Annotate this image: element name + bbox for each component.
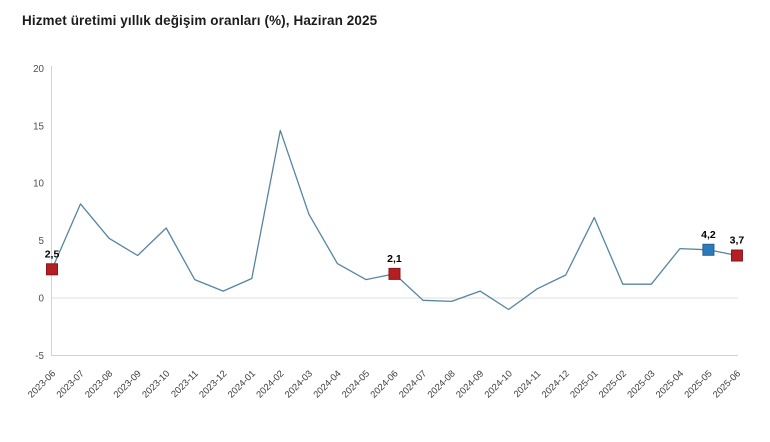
x-tick-label: 2023-09 xyxy=(111,368,143,400)
blue-square-marker xyxy=(702,243,715,256)
series-line xyxy=(51,129,738,311)
x-tick-label: 2023-11 xyxy=(168,368,200,400)
x-tick-label: 2024-07 xyxy=(396,368,428,400)
x-tick-label: 2024-06 xyxy=(368,368,400,400)
x-tick-label: 2024-01 xyxy=(225,368,257,400)
data-point-label: 2,5 xyxy=(45,248,60,260)
x-tick-label: 2024-02 xyxy=(254,368,286,400)
x-tick-label: 2024-03 xyxy=(282,368,314,400)
x-tick-label: 2024-05 xyxy=(339,368,371,400)
x-tick-label: 2024-11 xyxy=(511,368,543,400)
x-tick-label: 2023-06 xyxy=(25,368,57,400)
y-tick-label: 10 xyxy=(33,179,44,190)
x-tick-label: 2025-01 xyxy=(568,368,600,400)
data-point-label: 4,2 xyxy=(701,229,716,241)
y-tick-label: -5 xyxy=(35,351,44,362)
chart-title: Hizmet üretimi yıllık değişim oranları (… xyxy=(22,13,378,28)
red-square-marker xyxy=(730,249,743,262)
x-tick-label: 2024-08 xyxy=(425,368,457,400)
x-tick-label: 2025-05 xyxy=(682,368,714,400)
x-tick-label: 2024-12 xyxy=(539,368,571,400)
x-tick-label: 2024-10 xyxy=(482,368,514,400)
red-square-marker xyxy=(388,267,401,280)
x-tick-label: 2024-09 xyxy=(453,368,485,400)
x-tick-label: 2025-04 xyxy=(653,368,685,400)
x-tick-label: 2023-07 xyxy=(54,368,86,400)
x-tick-label: 2025-02 xyxy=(596,368,628,400)
red-square-marker xyxy=(46,263,58,276)
y-tick-label: 0 xyxy=(39,294,45,305)
data-point-label: 3,7 xyxy=(730,235,745,247)
x-tick-label: 2025-03 xyxy=(625,368,657,400)
data-point-label: 2,1 xyxy=(387,253,402,265)
x-tick-label: 2025-06 xyxy=(710,368,742,400)
x-tick-label: 2023-12 xyxy=(197,368,229,400)
y-tick-label: 15 xyxy=(33,121,44,132)
y-tick-label: 5 xyxy=(39,236,45,247)
x-tick-label: 2024-04 xyxy=(311,368,343,400)
y-tick-label: 20 xyxy=(33,64,44,75)
x-tick-label: 2023-08 xyxy=(82,368,114,400)
x-tick-label: 2023-10 xyxy=(139,368,171,400)
